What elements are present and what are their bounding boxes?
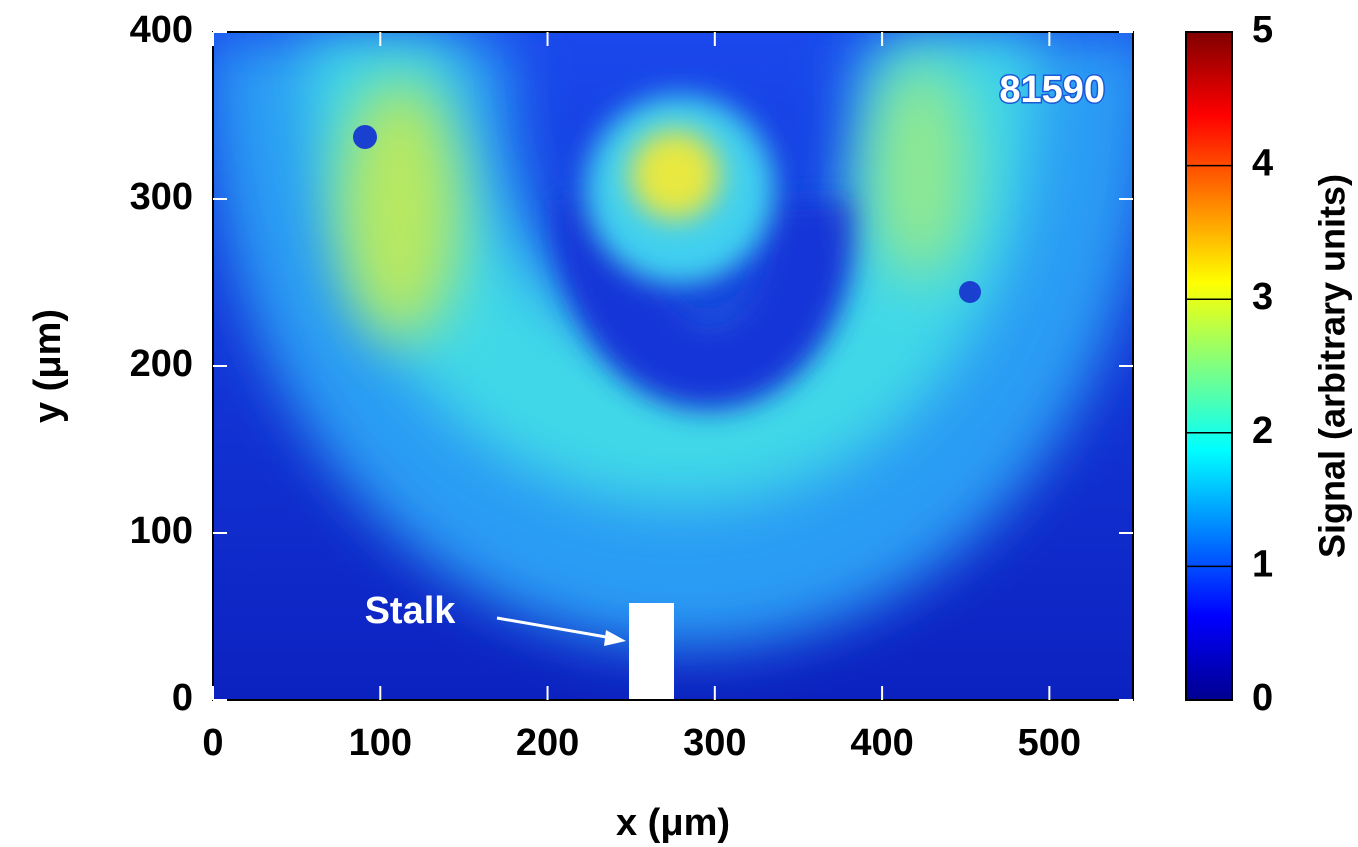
y-tick-label: 0 [172,677,193,719]
colorbar-label: Signal (arbitrary units) [1312,174,1353,558]
stalk-arrow [496,616,613,640]
heatmap-blob [630,130,720,220]
annotation: Stalk [365,590,457,632]
x-tick-label: 400 [850,722,913,764]
colorbar-tick-label: 3 [1252,276,1273,318]
x-tick-label: 500 [1018,722,1081,764]
stalk [629,603,674,700]
colorbar-tick-label: 1 [1252,543,1273,585]
x-axis-label: x (μm) [616,802,730,844]
heatmap-spot [959,281,981,303]
heatmap-blob [870,60,970,280]
y-tick-label: 400 [130,9,193,51]
y-tick-label: 100 [130,510,193,552]
heatmap-blob [340,80,460,340]
annotation: 81590 [999,69,1105,111]
x-tick-label: 100 [349,722,412,764]
colorbar-tick-label: 0 [1252,677,1273,719]
x-tick-label: 0 [202,722,223,764]
y-axis-label: y (μm) [27,309,69,423]
colorbar-tick-label: 4 [1252,143,1273,185]
x-tick-label: 300 [683,722,746,764]
heatmap [213,32,1133,700]
colorbar-tick-label: 2 [1252,410,1273,452]
colorbar-tick-label: 5 [1252,9,1273,51]
x-tick-label: 200 [516,722,579,764]
colorbar [1185,31,1233,701]
stalk-arrow-head [604,630,626,646]
heatmap-spot [353,125,377,149]
heatmap-ring [555,198,856,410]
y-tick-label: 300 [130,176,193,218]
y-tick-label: 200 [130,343,193,385]
